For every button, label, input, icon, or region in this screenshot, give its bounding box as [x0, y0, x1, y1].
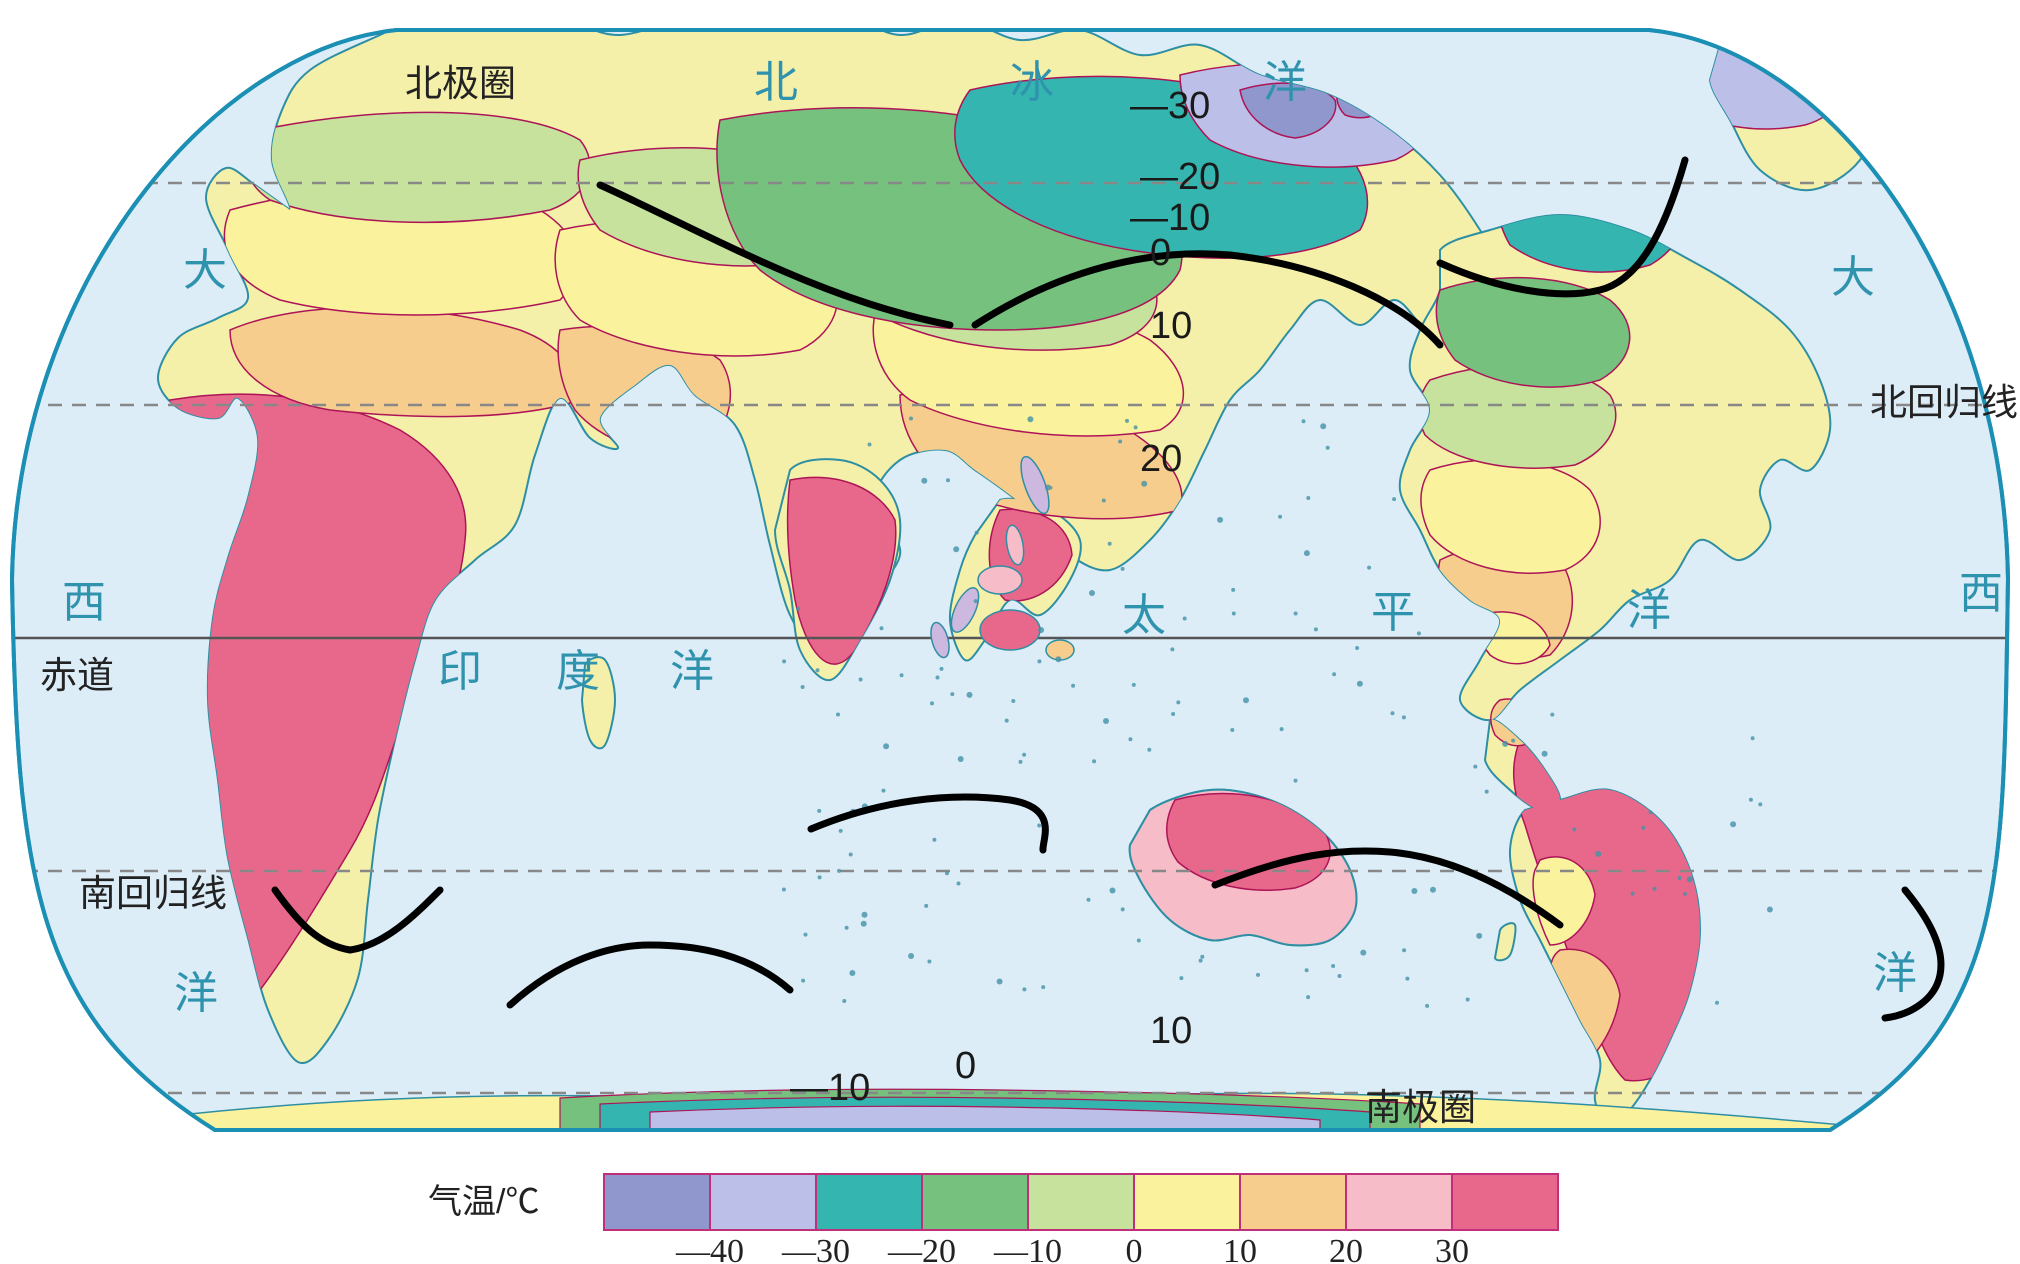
svg-text:洋: 洋	[1873, 949, 1917, 998]
svg-text:—30: —30	[781, 1233, 850, 1264]
svg-text:气温/℃: 气温/℃	[428, 1183, 539, 1221]
svg-text:20: 20	[1140, 438, 1182, 480]
svg-text:北回归线: 北回归线	[1870, 382, 2018, 423]
svg-text:—10: —10	[790, 1067, 870, 1109]
svg-text:洋: 洋	[670, 647, 714, 696]
svg-text:0: 0	[1126, 1233, 1143, 1264]
svg-text:10: 10	[1223, 1233, 1257, 1264]
svg-text:大: 大	[183, 246, 227, 295]
svg-text:西: 西	[62, 578, 106, 627]
svg-text:0: 0	[955, 1045, 976, 1087]
svg-text:平: 平	[1371, 588, 1415, 637]
svg-text:洋: 洋	[174, 969, 218, 1018]
svg-text:太: 太	[1122, 591, 1166, 640]
svg-text:赤道: 赤道	[40, 655, 114, 696]
svg-text:—20: —20	[1140, 156, 1220, 198]
svg-text:—40: —40	[675, 1233, 744, 1264]
svg-text:印: 印	[438, 647, 482, 696]
svg-text:0: 0	[1150, 232, 1171, 274]
svg-text:北极圈: 北极圈	[405, 63, 516, 104]
svg-text:10: 10	[1150, 305, 1192, 347]
svg-text:南回归线: 南回归线	[79, 873, 227, 914]
svg-text:20: 20	[1329, 1233, 1363, 1264]
svg-text:—30: —30	[1130, 85, 1210, 127]
svg-text:西: 西	[1959, 569, 2003, 618]
svg-text:洋: 洋	[1263, 58, 1307, 107]
svg-text:—10: —10	[993, 1233, 1062, 1264]
svg-text:—20: —20	[887, 1233, 956, 1264]
svg-text:南极圈: 南极圈	[1365, 1087, 1476, 1128]
svg-text:10: 10	[1150, 1010, 1192, 1052]
svg-text:大: 大	[1831, 253, 1875, 302]
svg-text:30: 30	[1435, 1233, 1469, 1264]
svg-text:洋: 洋	[1627, 586, 1671, 635]
svg-text:北: 北	[754, 58, 798, 107]
svg-text:度: 度	[556, 647, 600, 696]
svg-text:冰: 冰	[1010, 58, 1054, 107]
